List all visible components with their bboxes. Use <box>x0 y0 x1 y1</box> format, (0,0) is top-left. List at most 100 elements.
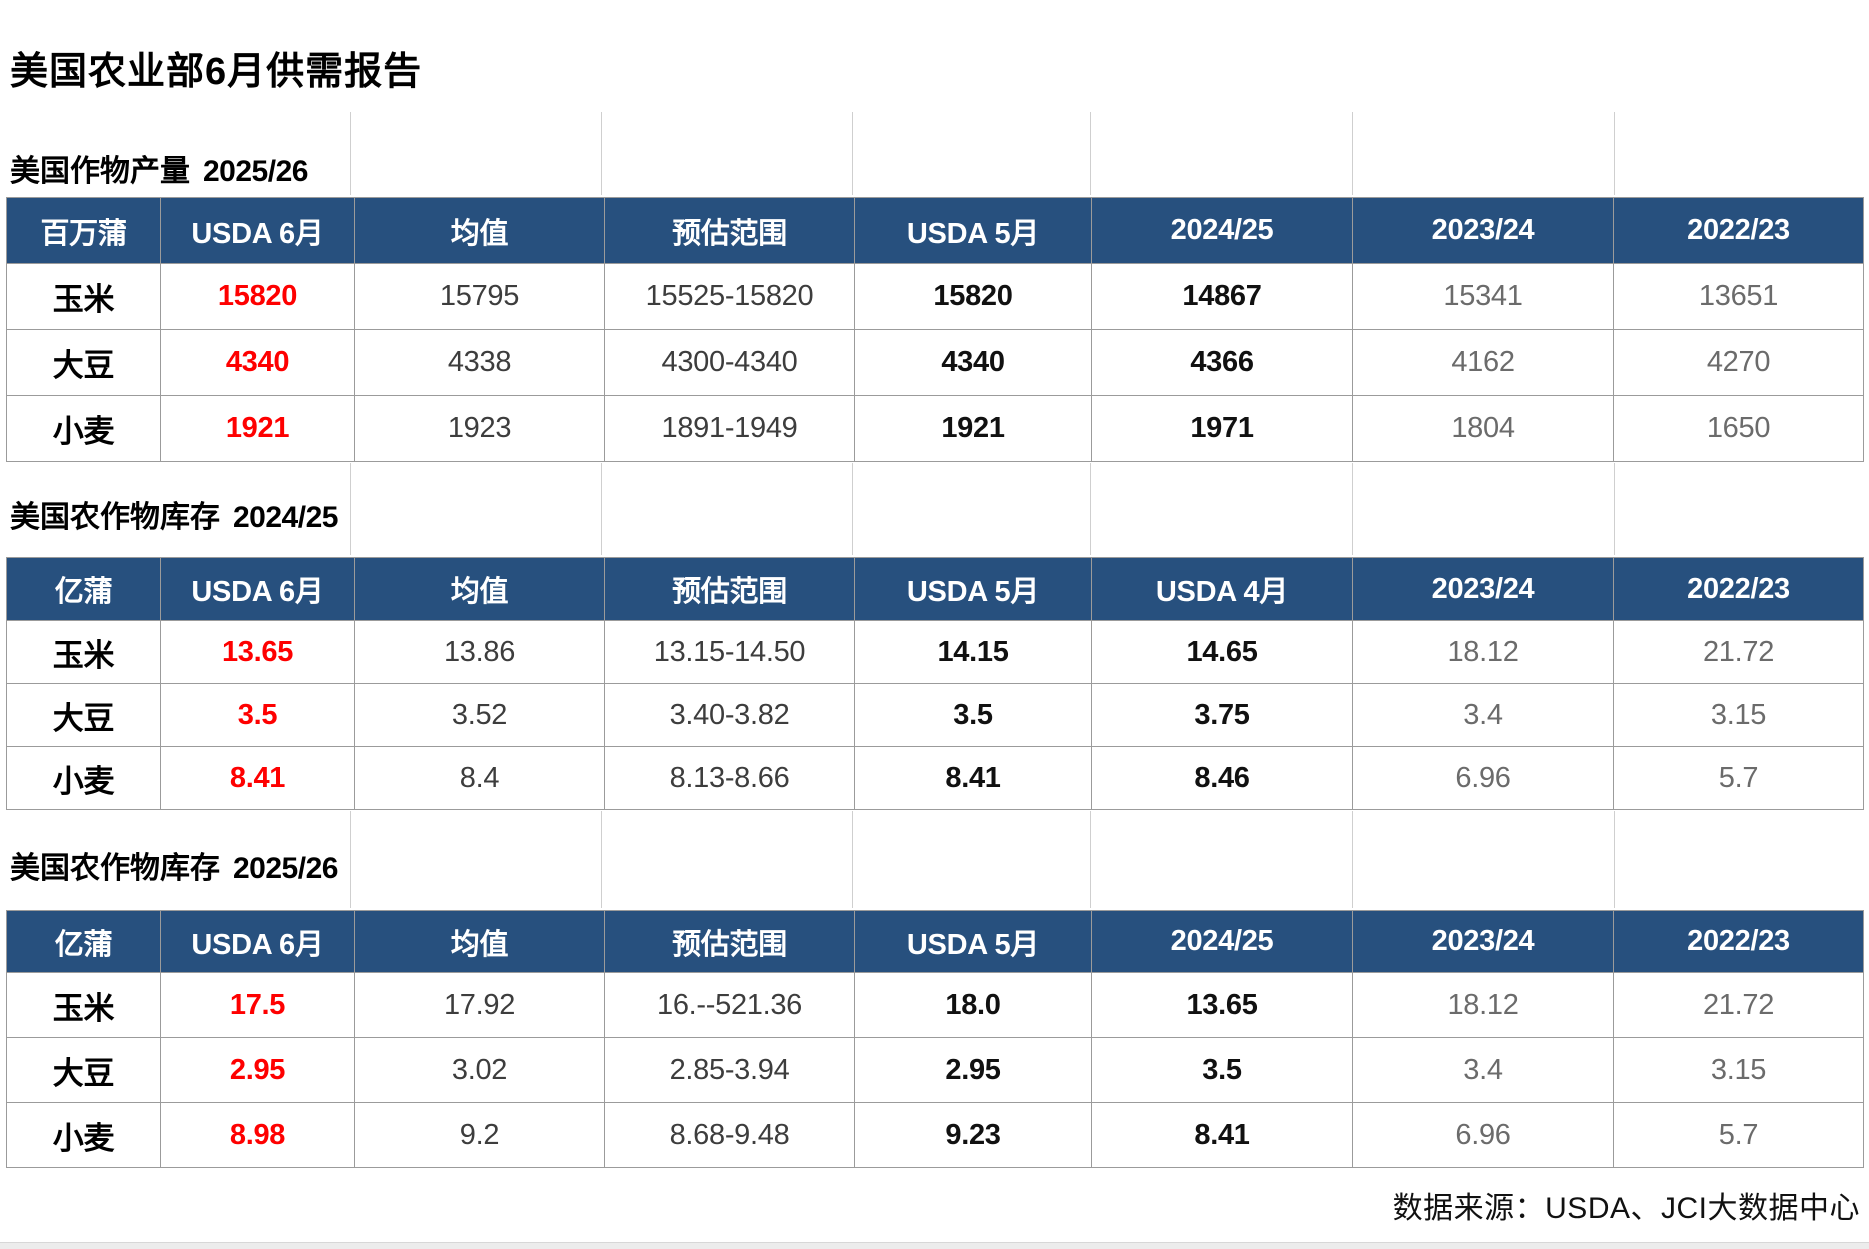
value-cell: 3.15 <box>1613 683 1864 747</box>
value-cell: 17.5 <box>160 972 355 1038</box>
crop-name-cell: 大豆 <box>6 329 161 396</box>
value-cell: 3.5 <box>1091 1037 1353 1103</box>
value-cell: 1891-1949 <box>604 395 855 462</box>
value-cell: 9.23 <box>854 1102 1092 1168</box>
value-cell: 1971 <box>1091 395 1353 462</box>
header-cell: 2024/25 <box>1091 197 1353 264</box>
value-cell: 13.65 <box>160 620 355 684</box>
value-cell: 13651 <box>1613 263 1864 330</box>
crop-production-table: 百万蒲 USDA 6月 均值 预估范围 USDA 5月 2024/25 2023… <box>6 197 1864 462</box>
value-cell: 1923 <box>354 395 605 462</box>
value-cell: 8.13-8.66 <box>604 746 855 810</box>
spreadsheet-gridlines <box>0 112 1869 195</box>
value-cell: 3.75 <box>1091 683 1353 747</box>
value-cell: 3.4 <box>1352 1037 1614 1103</box>
header-cell: 2023/24 <box>1352 910 1614 973</box>
header-cell: 2024/25 <box>1091 910 1353 973</box>
table-row-wheat: 小麦 8.98 9.2 8.68-9.48 9.23 8.41 6.96 5.7 <box>6 1102 1864 1168</box>
value-cell: 18.0 <box>854 972 1092 1038</box>
subtitle-season: 2025/26 <box>203 155 308 188</box>
value-cell: 9.2 <box>354 1102 605 1168</box>
value-cell: 15820 <box>160 263 355 330</box>
value-cell: 8.41 <box>1091 1102 1353 1168</box>
value-cell: 15525-15820 <box>604 263 855 330</box>
crop-name-cell: 玉米 <box>6 263 161 330</box>
value-cell: 1921 <box>160 395 355 462</box>
value-cell: 2.85-3.94 <box>604 1037 855 1103</box>
header-cell: 2023/24 <box>1352 557 1614 621</box>
value-cell: 18.12 <box>1352 620 1614 684</box>
table-row-soybean: 大豆 4340 4338 4300-4340 4340 4366 4162 42… <box>6 329 1864 396</box>
value-cell: 4340 <box>160 329 355 396</box>
value-cell: 8.41 <box>160 746 355 810</box>
value-cell: 13.86 <box>354 620 605 684</box>
table-row-wheat: 小麦 8.41 8.4 8.13-8.66 8.41 8.46 6.96 5.7 <box>6 746 1864 810</box>
spreadsheet-gridlines <box>0 811 1869 908</box>
value-cell: 17.92 <box>354 972 605 1038</box>
section-subtitle-stocks-2024-25: 美国农作物库存 2024/25 <box>10 492 338 536</box>
bottom-strip <box>0 1242 1869 1249</box>
crop-name-cell: 大豆 <box>6 1037 161 1103</box>
value-cell: 8.4 <box>354 746 605 810</box>
table-row-soybean: 大豆 3.5 3.52 3.40-3.82 3.5 3.75 3.4 3.15 <box>6 683 1864 747</box>
header-cell: 2023/24 <box>1352 197 1614 264</box>
header-cell: 预估范围 <box>604 557 855 621</box>
crop-name-cell: 玉米 <box>6 972 161 1038</box>
table-row-corn: 玉米 13.65 13.86 13.15-14.50 14.15 14.65 1… <box>6 620 1864 684</box>
table-header-row: 百万蒲 USDA 6月 均值 预估范围 USDA 5月 2024/25 2023… <box>6 197 1864 264</box>
crop-name-cell: 小麦 <box>6 395 161 462</box>
value-cell: 4270 <box>1613 329 1864 396</box>
section-subtitle-production: 美国作物产量 2025/26 <box>10 146 308 190</box>
value-cell: 2.95 <box>160 1037 355 1103</box>
crop-stocks-table-2025-26: 亿蒲 USDA 6月 均值 预估范围 USDA 5月 2024/25 2023/… <box>6 910 1864 1168</box>
table-row-corn: 玉米 15820 15795 15525-15820 15820 14867 1… <box>6 263 1864 330</box>
value-cell: 1804 <box>1352 395 1614 462</box>
header-cell: USDA 6月 <box>160 557 355 621</box>
table-header-row: 亿蒲 USDA 6月 均值 预估范围 USDA 5月 USDA 4月 2023/… <box>6 557 1864 621</box>
subtitle-text: 美国农作物库存 <box>10 501 220 534</box>
value-cell: 3.52 <box>354 683 605 747</box>
header-cell: USDA 5月 <box>854 197 1092 264</box>
value-cell: 5.7 <box>1613 746 1864 810</box>
section-subtitle-stocks-2025-26: 美国农作物库存 2025/26 <box>10 843 338 887</box>
value-cell: 1650 <box>1613 395 1864 462</box>
table-row-wheat: 小麦 1921 1923 1891-1949 1921 1971 1804 16… <box>6 395 1864 462</box>
value-cell: 13.65 <box>1091 972 1353 1038</box>
value-cell: 16.--521.36 <box>604 972 855 1038</box>
subtitle-text: 美国农作物库存 <box>10 852 220 885</box>
header-cell: 均值 <box>354 557 605 621</box>
value-cell: 21.72 <box>1613 972 1864 1038</box>
value-cell: 4338 <box>354 329 605 396</box>
table-row-corn: 玉米 17.5 17.92 16.--521.36 18.0 13.65 18.… <box>6 972 1864 1038</box>
value-cell: 15341 <box>1352 263 1614 330</box>
crop-name-cell: 玉米 <box>6 620 161 684</box>
table-header-row: 亿蒲 USDA 6月 均值 预估范围 USDA 5月 2024/25 2023/… <box>6 910 1864 973</box>
value-cell: 3.5 <box>854 683 1092 747</box>
value-cell: 4300-4340 <box>604 329 855 396</box>
value-cell: 15795 <box>354 263 605 330</box>
header-cell: USDA 6月 <box>160 910 355 973</box>
value-cell: 21.72 <box>1613 620 1864 684</box>
unit-header-cell: 百万蒲 <box>6 197 161 264</box>
value-cell: 18.12 <box>1352 972 1614 1038</box>
header-cell: USDA 4月 <box>1091 557 1353 621</box>
value-cell: 15820 <box>854 263 1092 330</box>
value-cell: 8.98 <box>160 1102 355 1168</box>
header-cell: USDA 5月 <box>854 557 1092 621</box>
header-cell: 2022/23 <box>1613 557 1864 621</box>
subtitle-season: 2025/26 <box>233 852 338 885</box>
value-cell: 3.5 <box>160 683 355 747</box>
value-cell: 4366 <box>1091 329 1353 396</box>
page-title: 美国农业部6月供需报告 <box>10 51 423 93</box>
value-cell: 2.95 <box>854 1037 1092 1103</box>
source-note: 数据来源：USDA、JCI大数据中心 <box>1392 1192 1860 1225</box>
value-cell: 8.46 <box>1091 746 1353 810</box>
spreadsheet-gridlines <box>0 463 1869 555</box>
unit-header-cell: 亿蒲 <box>6 910 161 973</box>
header-cell: 均值 <box>354 197 605 264</box>
unit-header-cell: 亿蒲 <box>6 557 161 621</box>
value-cell: 4340 <box>854 329 1092 396</box>
value-cell: 4162 <box>1352 329 1614 396</box>
value-cell: 3.4 <box>1352 683 1614 747</box>
crop-stocks-table-2024-25: 亿蒲 USDA 6月 均值 预估范围 USDA 5月 USDA 4月 2023/… <box>6 557 1864 810</box>
